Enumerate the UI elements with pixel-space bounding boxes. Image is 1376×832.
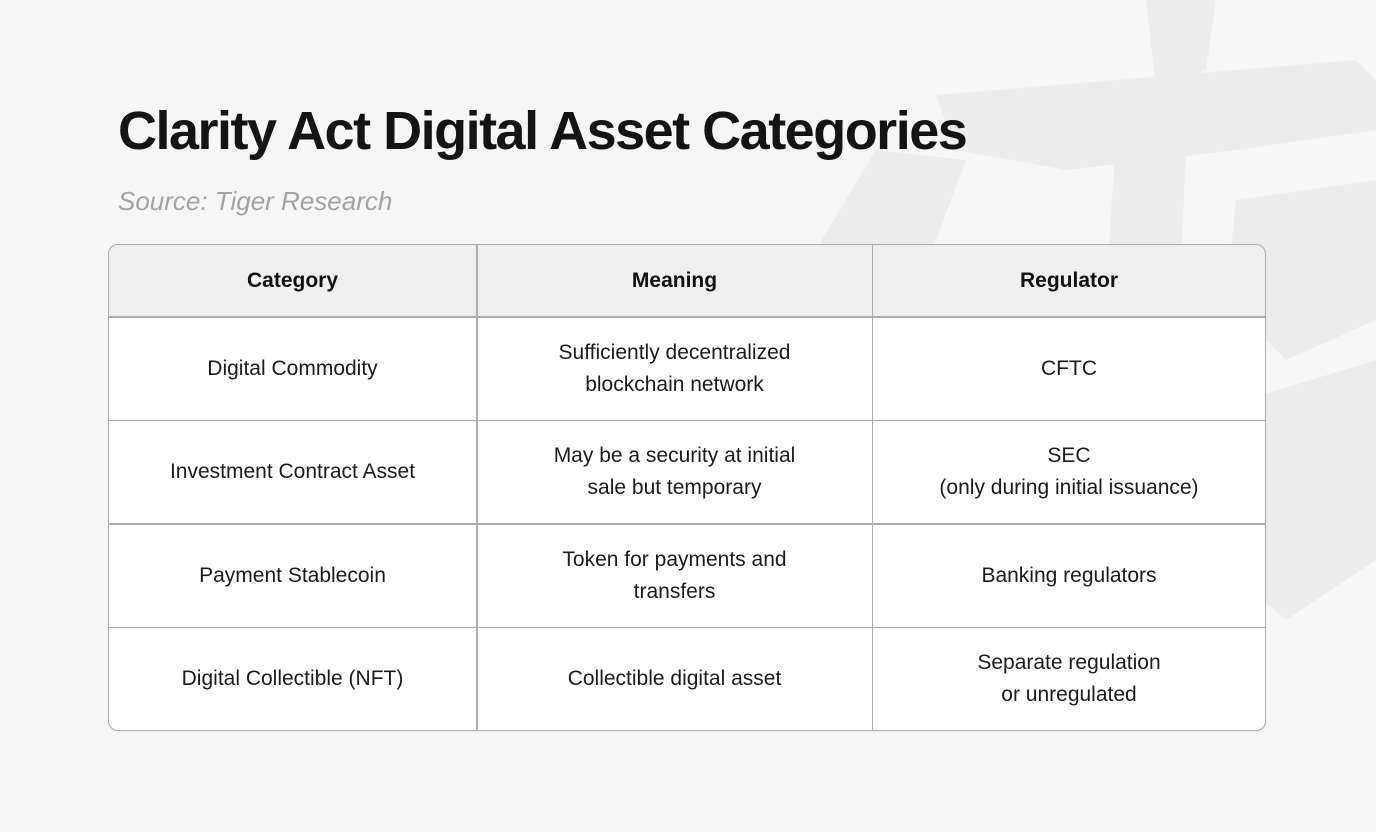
cell-category-digital-collectible: Digital Collectible (NFT) [109,628,476,730]
column-header-meaning: Meaning [477,245,872,316]
column-header-category: Category [109,245,476,316]
cell-regulator-digital-collectible: Separate regulation or unregulated [873,628,1265,730]
column-header-regulator: Regulator [873,245,1265,316]
cell-category-digital-commodity: Digital Commodity [109,317,476,420]
source-caption: Source: Tiger Research [118,186,393,216]
cell-regulator-digital-commodity: CFTC [873,317,1265,420]
cell-meaning-digital-collectible: Collectible digital asset [477,628,872,730]
cell-meaning-investment-contract-asset: May be a security at initial sale but te… [477,421,872,523]
cell-meaning-digital-commodity: Sufficiently decentralized blockchain ne… [477,317,872,420]
page-title: Clarity Act Digital Asset Categories [118,101,968,161]
cell-meaning-payment-stablecoin: Token for payments and transfers [477,524,872,627]
cell-regulator-payment-stablecoin: Banking regulators [873,524,1265,627]
cell-category-payment-stablecoin: Payment Stablecoin [109,524,476,627]
cell-regulator-investment-contract-asset: SEC (only during initial issuance) [873,421,1265,523]
categories-table-grid: Category Meaning Regulator Digital Commo… [109,245,1265,730]
cell-category-investment-contract-asset: Investment Contract Asset [109,421,476,523]
categories-table: Category Meaning Regulator Digital Commo… [108,244,1266,731]
